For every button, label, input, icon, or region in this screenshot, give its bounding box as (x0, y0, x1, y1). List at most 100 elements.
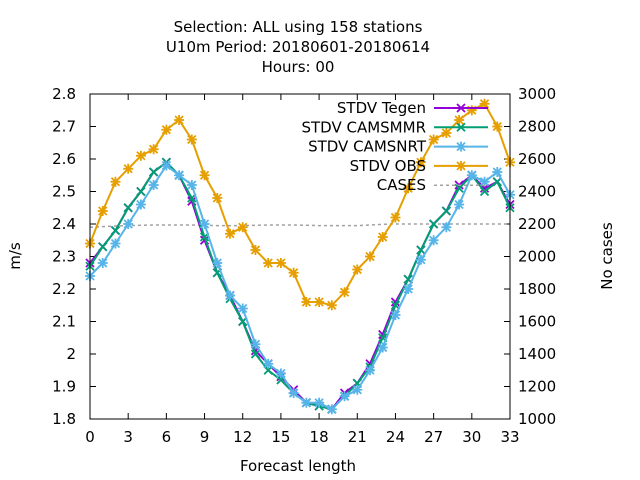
x-tick-label: 18 (310, 428, 329, 446)
data-point (110, 225, 121, 236)
data-point (212, 258, 223, 268)
data-point (454, 115, 465, 125)
data-point (199, 170, 210, 181)
data-point (97, 258, 108, 268)
data-point (225, 228, 235, 239)
marker-stroke (98, 242, 108, 252)
y2-tick-label: 1000 (518, 410, 556, 428)
marker-stroke (416, 245, 426, 255)
data-point (275, 258, 286, 268)
x-tick-label: 30 (462, 428, 481, 446)
series-cases (89, 223, 510, 229)
marker-stroke (123, 203, 133, 213)
marker-stroke (148, 167, 159, 177)
marker-stroke (199, 235, 210, 245)
data-point (441, 222, 452, 233)
marker-stroke (492, 177, 502, 187)
data-point (250, 245, 261, 255)
data-point (186, 134, 197, 145)
data-point (288, 267, 299, 278)
y-tick-label: 2.7 (52, 118, 76, 136)
marker-stroke (390, 300, 401, 310)
data-point (237, 222, 248, 233)
marker-stroke (110, 225, 121, 236)
data-point (110, 238, 121, 249)
legend-entry: STDV Tegen (337, 99, 488, 117)
data-point (428, 134, 439, 145)
data-point (456, 160, 466, 171)
data-point (288, 388, 299, 398)
data-point (148, 167, 159, 177)
x-tick-label: 3 (123, 428, 133, 446)
data-point (339, 391, 350, 402)
data-point (352, 384, 363, 395)
data-point (492, 121, 503, 132)
y2-tick-label: 2000 (518, 248, 556, 266)
title-line-3: Hours: 00 (262, 58, 335, 76)
y2-tick-label: 2600 (518, 150, 556, 168)
data-point (365, 365, 375, 376)
data-point (403, 183, 414, 194)
y-tick-label: 2.5 (52, 183, 76, 201)
legend-label: STDV CAMSMMR (301, 118, 426, 136)
data-point (186, 180, 197, 190)
data-point (466, 105, 477, 116)
data-point (377, 342, 388, 353)
data-point (479, 98, 490, 109)
y-tick-label: 1.9 (52, 378, 76, 396)
legend-entry: STDV CAMSMMR (301, 118, 488, 136)
x-tick-label: 21 (348, 428, 367, 446)
data-point (492, 177, 502, 187)
legend-entry: STDV CAMSNRT (308, 138, 488, 156)
y-axis-label: m/s (6, 242, 24, 270)
marker-stroke (456, 103, 466, 113)
data-point (135, 199, 146, 210)
series-line (89, 223, 510, 229)
series-stdv-obs (85, 98, 515, 311)
x-tick-label: 27 (424, 428, 443, 446)
data-point (301, 397, 312, 408)
data-point (301, 297, 312, 307)
y2-tick-label: 2800 (518, 118, 556, 136)
data-point (454, 183, 464, 193)
data-point (365, 251, 375, 262)
data-point (123, 203, 133, 213)
data-point (352, 264, 363, 275)
x-tick-label: 9 (200, 428, 210, 446)
data-point (390, 310, 401, 320)
data-point (161, 160, 172, 171)
y-tick-label: 2.4 (52, 215, 76, 233)
legend-label: STDV Tegen (337, 99, 426, 117)
data-point (123, 163, 134, 174)
data-point (135, 150, 146, 161)
series-layer (85, 98, 515, 415)
y2-tick-label: 1800 (518, 280, 556, 298)
data-point (174, 115, 185, 125)
y2-tick-label: 3000 (518, 85, 556, 103)
y-tick-label: 1.8 (52, 410, 76, 428)
legend-label: CASES (377, 176, 426, 194)
y-tick-label: 2.1 (52, 313, 76, 331)
data-point (97, 206, 108, 216)
data-point (326, 300, 337, 311)
y2-tick-label: 1200 (518, 378, 556, 396)
marker-stroke (479, 186, 490, 197)
data-point (377, 232, 388, 242)
data-point (275, 368, 286, 379)
data-point (225, 290, 235, 301)
data-point (123, 219, 134, 229)
y-tick-label: 2.2 (52, 280, 76, 298)
x-tick-label: 15 (271, 428, 290, 446)
legend-entry: CASES (377, 176, 488, 194)
data-point (456, 141, 466, 152)
data-point (403, 284, 414, 294)
y2-axis-label: No cases (598, 222, 616, 290)
x-tick-label: 6 (162, 428, 172, 446)
legend-entry: STDV OBS (350, 157, 488, 175)
data-point (250, 339, 261, 350)
y-tick-label: 2.8 (52, 85, 76, 103)
data-point (314, 297, 325, 307)
y-tick-label: 2.3 (52, 248, 76, 266)
